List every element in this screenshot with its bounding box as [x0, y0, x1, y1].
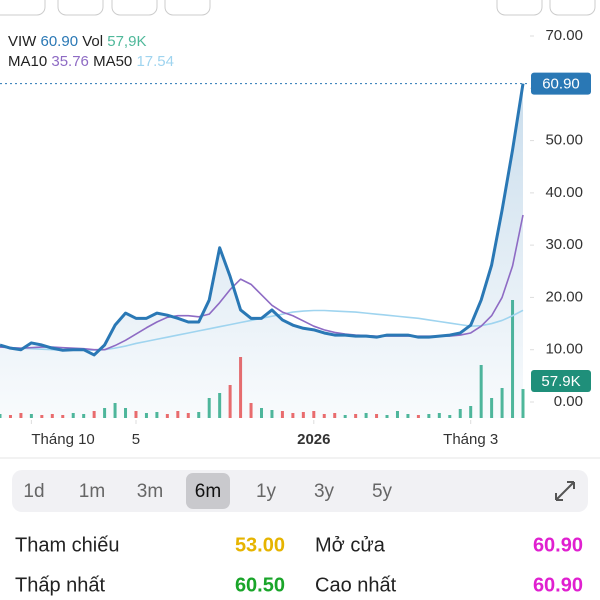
legend-text: 60.90: [41, 33, 83, 50]
legend-text: MA50: [93, 53, 136, 70]
range-option[interactable]: 1d: [23, 481, 44, 502]
stat-label: Cao nhất: [315, 574, 397, 596]
toolbar: [0, 0, 596, 16]
range-option[interactable]: 1y: [256, 481, 277, 502]
volume-tag: 57.9K: [541, 373, 580, 390]
x-tick-label: 5: [132, 431, 140, 448]
series-line: [0, 83, 525, 357]
range-option[interactable]: 6m: [195, 481, 221, 502]
range-selected-bg: [186, 473, 230, 509]
stat-label: Thấp nhất: [15, 574, 106, 596]
range-option[interactable]: 3y: [314, 481, 335, 502]
range-options: 1d 1m 3m 6m 1y 3y 5y: [23, 473, 393, 509]
x-tick-label: Tháng 3: [443, 431, 498, 448]
tool-button[interactable]: [57, 0, 104, 16]
stat-value: 60.90: [533, 574, 583, 596]
legend-text: VIW: [8, 33, 41, 50]
y-tick-label: 20.00: [545, 288, 583, 305]
tool-button[interactable]: [496, 0, 543, 16]
price-tag-bg: [531, 72, 591, 95]
price-tag: 60.90: [542, 76, 580, 93]
range-option[interactable]: 5y: [372, 481, 393, 502]
x-tick-label: 2026: [297, 431, 330, 448]
tool-button[interactable]: [0, 0, 46, 16]
legend: MA10 35.76 MA50 17.54: [8, 53, 174, 70]
x-tick-label: Tháng 10: [31, 431, 94, 448]
chart: 0.0010.0020.0030.0040.0050.0060.0070.00T…: [0, 27, 591, 448]
y-tick-label: 70.00: [545, 27, 583, 44]
range-option[interactable]: 3m: [137, 481, 163, 502]
stat-value: 60.90: [533, 534, 583, 556]
stat-label: Mở cửa: [315, 534, 386, 556]
tool-button[interactable]: [111, 0, 158, 16]
expand-icon[interactable]: [555, 481, 575, 501]
y-tick-label: 30.00: [545, 236, 583, 253]
legend-text: 57,9K: [107, 33, 146, 50]
y-tick-label: 50.00: [545, 132, 583, 149]
legend-text: 17.54: [136, 53, 174, 70]
range-bar: [12, 470, 588, 512]
stats: Tham chiếu 53.00 Mở cửa 60.90 Thấp nhất 60.50…: [15, 534, 583, 596]
y-tick-label: 10.00: [545, 341, 583, 358]
legend-text: 35.76: [51, 53, 93, 70]
tool-button[interactable]: [549, 0, 596, 16]
y-tick-label: 0.00: [554, 393, 583, 410]
range-option[interactable]: 1m: [79, 481, 105, 502]
volume-tag-bg: [531, 370, 591, 393]
stat-label: Tham chiếu: [15, 534, 120, 556]
legend-text: Vol: [82, 33, 107, 50]
legend-text: MA10: [8, 53, 51, 70]
y-tick-label: 40.00: [545, 184, 583, 201]
legend: VIW 60.90 Vol 57,9K: [8, 33, 146, 50]
stat-value: 60.50: [235, 574, 285, 596]
price-area: [0, 83, 523, 418]
stat-value: 53.00: [235, 534, 285, 556]
tool-button[interactable]: [164, 0, 211, 16]
